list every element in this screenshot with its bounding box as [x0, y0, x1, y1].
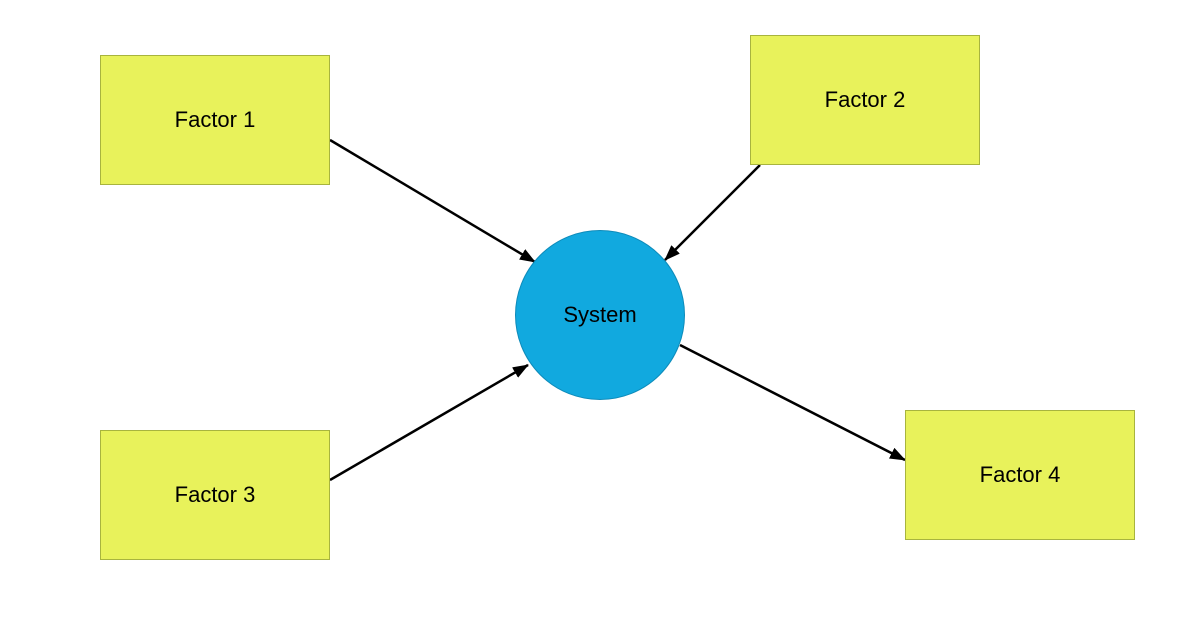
node-factor-3-label: Factor 3 — [175, 482, 256, 508]
node-system: System — [515, 230, 685, 400]
edge-factor3-to-system — [330, 365, 528, 480]
edge-factor2-to-system — [665, 165, 760, 260]
node-factor-4-label: Factor 4 — [980, 462, 1061, 488]
diagram-canvas: Factor 1 Factor 2 Factor 3 Factor 4 Syst… — [0, 0, 1200, 630]
node-factor-1: Factor 1 — [100, 55, 330, 185]
node-factor-4: Factor 4 — [905, 410, 1135, 540]
node-factor-3: Factor 3 — [100, 430, 330, 560]
node-factor-1-label: Factor 1 — [175, 107, 256, 133]
node-system-label: System — [563, 302, 636, 328]
node-factor-2: Factor 2 — [750, 35, 980, 165]
edge-system-to-factor4 — [680, 345, 905, 460]
edge-factor1-to-system — [330, 140, 535, 262]
node-factor-2-label: Factor 2 — [825, 87, 906, 113]
